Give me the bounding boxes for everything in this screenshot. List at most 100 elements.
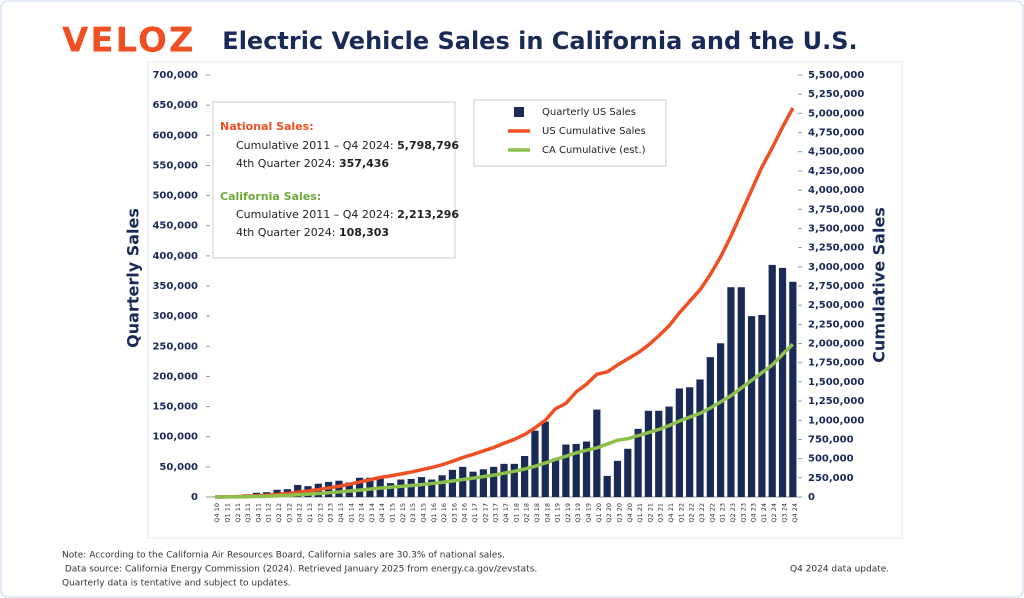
x-tick-label: Q2 15 bbox=[399, 503, 407, 523]
x-tick-label: Q4 10 bbox=[213, 503, 221, 523]
bar bbox=[521, 456, 529, 497]
bar bbox=[727, 287, 735, 497]
y2-tick-label: 500,000 bbox=[808, 454, 854, 465]
bar bbox=[706, 357, 714, 497]
bar bbox=[758, 314, 766, 497]
y2-axis-title: Cumulative Sales bbox=[870, 207, 889, 363]
legend-label: Quarterly US Sales bbox=[542, 107, 636, 118]
y2-tick-label: 3,750,000 bbox=[808, 204, 864, 215]
x-tick-label: Q3 15 bbox=[409, 503, 417, 523]
bar bbox=[510, 463, 518, 497]
bar bbox=[407, 478, 415, 497]
chart-title: Electric Vehicle Sales in California and… bbox=[222, 27, 857, 55]
legend-frame bbox=[473, 99, 667, 167]
x-tick-label: Q1 21 bbox=[636, 503, 644, 523]
bar bbox=[469, 471, 477, 497]
bar bbox=[675, 388, 683, 497]
y-tick-label: 500,000 bbox=[152, 191, 198, 202]
info-label: 4th Quarter 2024: bbox=[236, 157, 335, 170]
bar bbox=[737, 287, 745, 497]
x-tick-label: Q1 11 bbox=[223, 503, 231, 523]
y2-tick-label: 4,250,000 bbox=[808, 166, 864, 177]
bar bbox=[562, 444, 570, 497]
bar bbox=[778, 267, 787, 497]
x-tick-label: Q2 18 bbox=[523, 503, 531, 523]
y2-tick-label: 4,750,000 bbox=[808, 128, 864, 139]
x-tick-label: Q2 20 bbox=[605, 503, 613, 523]
x-tick-label: Q1 19 bbox=[554, 503, 562, 523]
x-tick-label: Q1 20 bbox=[595, 503, 603, 523]
x-tick-label: Q1 14 bbox=[347, 503, 355, 523]
y-tick-label: 300,000 bbox=[152, 311, 198, 322]
x-tick-label: Q4 16 bbox=[461, 503, 469, 523]
x-tick-label: Q2 19 bbox=[564, 503, 572, 523]
bar bbox=[665, 406, 673, 497]
info-value: 5,798,796 bbox=[397, 139, 459, 152]
bar bbox=[624, 448, 632, 497]
bar bbox=[644, 410, 653, 497]
x-tick-label: Q2 24 bbox=[770, 503, 778, 523]
y2-tick-label: 1,500,000 bbox=[808, 377, 864, 388]
x-tick-label: Q1 22 bbox=[677, 503, 685, 523]
logo: VELOZ bbox=[62, 21, 196, 61]
bar bbox=[500, 463, 508, 497]
info-line: Cumulative 2011 – Q4 2024: 2,213,296 bbox=[236, 208, 459, 221]
y2-tick-label: 4,000,000 bbox=[808, 185, 864, 196]
bar bbox=[613, 460, 622, 497]
x-tick-label: Q4 19 bbox=[585, 503, 593, 523]
line bbox=[215, 343, 795, 499]
x-tick-label: Q3 21 bbox=[657, 503, 665, 523]
bar bbox=[438, 475, 446, 497]
x-tick-label: Q1 23 bbox=[719, 503, 727, 523]
info-value: 108,303 bbox=[339, 226, 389, 239]
x-tick-label: Q4 11 bbox=[254, 503, 262, 523]
y-tick-label: 250,000 bbox=[152, 341, 198, 352]
y2-tick-label: 1,750,000 bbox=[808, 358, 864, 369]
y2-tick-label: 2,750,000 bbox=[808, 281, 864, 292]
x-tick-label: Q3 19 bbox=[574, 503, 582, 523]
x-tick-label: Q4 24 bbox=[791, 503, 799, 523]
x-tick-label: Q4 20 bbox=[626, 503, 634, 523]
x-tick-label: Q4 14 bbox=[378, 503, 386, 523]
x-tick-label: Q3 11 bbox=[244, 503, 252, 523]
bar bbox=[686, 387, 694, 497]
x-tick-label: Q3 14 bbox=[368, 503, 376, 523]
x-tick-label: Q2 12 bbox=[275, 503, 283, 523]
info-label: Cumulative 2011 – Q4 2024: bbox=[236, 139, 394, 152]
x-tick-label: Q1 17 bbox=[471, 503, 479, 523]
y2-tick-label: 3,500,000 bbox=[808, 223, 864, 234]
info-line: 4th Quarter 2024: 357,436 bbox=[236, 157, 389, 170]
x-tick-label: Q4 18 bbox=[543, 503, 551, 523]
x-tick-label: Q2 21 bbox=[646, 503, 654, 523]
x-tick-label: Q2 13 bbox=[316, 503, 324, 523]
bar bbox=[582, 441, 591, 497]
legend-label: CA Cumulative (est.) bbox=[542, 145, 646, 156]
footer-note: Q4 2024 data update. bbox=[790, 565, 889, 575]
x-tick-label: Q3 16 bbox=[450, 503, 458, 523]
info-heading: California Sales: bbox=[220, 190, 321, 203]
x-tick-label: Q4 23 bbox=[750, 503, 758, 523]
bar bbox=[634, 428, 642, 497]
x-tick-label: Q1 18 bbox=[512, 503, 520, 523]
x-tick-label: Q3 17 bbox=[492, 503, 500, 523]
bar bbox=[355, 477, 364, 497]
info-heading: National Sales: bbox=[220, 120, 314, 133]
x-tick-label: Q2 23 bbox=[729, 503, 737, 523]
x-tick-label: Q4 13 bbox=[337, 503, 345, 523]
x-tick-label: Q3 13 bbox=[327, 503, 335, 523]
x-tick-label: Q4 17 bbox=[502, 503, 510, 523]
bar bbox=[717, 343, 725, 497]
bar bbox=[386, 483, 395, 497]
bar bbox=[747, 316, 756, 497]
bar bbox=[428, 479, 436, 497]
x-tick-label: Q1 12 bbox=[265, 503, 273, 523]
info-label: 4th Quarter 2024: bbox=[236, 226, 335, 239]
y-tick-label: 100,000 bbox=[152, 432, 198, 443]
info-label: Cumulative 2011 – Q4 2024: bbox=[236, 208, 394, 221]
bar bbox=[603, 475, 611, 497]
x-tick-label: Q2 17 bbox=[481, 503, 489, 523]
y2-tick-label: 2,000,000 bbox=[808, 339, 864, 350]
x-tick-label: Q2 14 bbox=[358, 503, 366, 523]
y-tick-label: 450,000 bbox=[152, 221, 198, 232]
y2-tick-label: 3,250,000 bbox=[808, 243, 864, 254]
